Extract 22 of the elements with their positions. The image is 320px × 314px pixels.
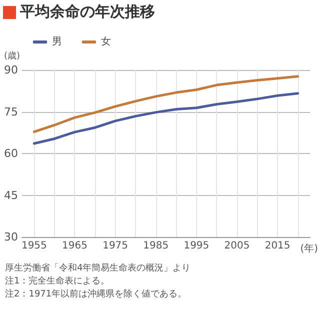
x-tick-label: 2015	[264, 240, 290, 252]
x-tick-label: 2005	[224, 240, 250, 252]
y-tick-label: 90	[4, 64, 18, 76]
x-tick-label: 1995	[184, 240, 210, 252]
y-tick-label: 75	[4, 105, 18, 118]
y-tick-label: 30	[4, 230, 18, 244]
line-series	[32, 75, 300, 134]
legend-label: 女	[101, 36, 111, 48]
legend-label: 男	[52, 36, 62, 48]
x-tick-label: 1975	[102, 240, 128, 252]
line-series	[32, 92, 300, 145]
y-tick-label: 45	[4, 188, 18, 202]
chart-title: 平均余命の年次推移	[19, 2, 155, 20]
x-axis-title: (年)	[300, 242, 318, 254]
text: 注2：1971年以前は沖縄県を除く値である。	[5, 288, 187, 300]
y-axis-title: (歳)	[4, 50, 20, 62]
x-tick-label: 1965	[62, 240, 88, 252]
y-tick-label: 60	[4, 147, 18, 160]
text: 注1：完全生命表による。	[5, 276, 110, 286]
x-tick-label: 1985	[143, 240, 169, 252]
x-tick-label: 1955	[21, 240, 47, 252]
text: 厚生労働省「令和4年簡易生命表の概況」より	[5, 262, 191, 274]
